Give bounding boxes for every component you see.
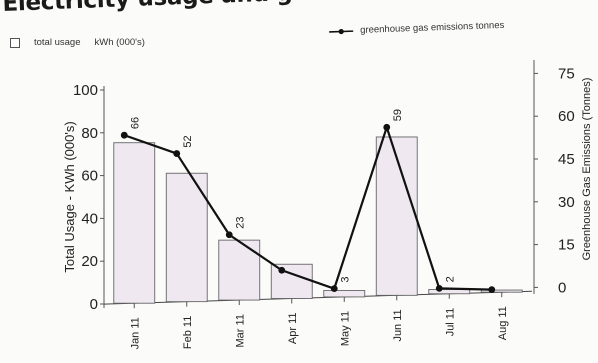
y-tick-label-right: 60 [558, 108, 575, 125]
data-label: 59 [392, 109, 404, 121]
data-label: 2 [444, 276, 456, 282]
line-point [120, 131, 128, 139]
bar-6 [428, 289, 471, 295]
bar-2 [218, 239, 261, 301]
legend-bar-label: total usage [34, 37, 81, 48]
line-point [488, 286, 496, 294]
bar-1 [165, 172, 208, 303]
data-label: 52 [182, 135, 194, 147]
data-label: 23 [234, 216, 246, 228]
line-point [225, 231, 233, 239]
line-point [330, 285, 338, 293]
y-tick-label-right: 15 [558, 237, 575, 254]
x-tick-label: Jun 11 [392, 309, 404, 341]
y-axis-label-left: Total Usage - KWh (000's) [62, 121, 77, 272]
y-tick-label-right: 30 [558, 194, 575, 211]
line-point [173, 150, 181, 157]
bar-0 [113, 142, 156, 304]
legend-line-entry: greenhouse gas emissions tonnes [328, 20, 504, 37]
y-tick-label-left: 40 [81, 210, 98, 227]
legend-bar-swatch [10, 37, 20, 48]
legend-bar-entry: total usage kWh (000's) [10, 37, 145, 48]
y-axis-label-right: Greenhouse Gas Emissions (Tonnes) [581, 78, 593, 261]
line-point [435, 284, 443, 292]
x-tick-label: Feb 11 [182, 316, 194, 349]
x-tick-label: Jan 11 [129, 317, 141, 349]
bar-3 [270, 263, 313, 299]
data-label: 66 [129, 117, 141, 129]
y-tick-label-right: 0 [558, 279, 566, 296]
x-tick-label: Aug 11 [497, 306, 509, 340]
y-tick-label-right: 75 [558, 65, 575, 82]
legend-line-swatch [329, 28, 354, 34]
bar-4 [323, 290, 366, 298]
x-tick-label: Jul 11 [444, 308, 456, 337]
y-tick-label-left: 60 [81, 168, 98, 185]
y-tick-label-left: 20 [81, 253, 98, 270]
data-label: 3 [339, 277, 351, 283]
x-tick-label: May 11 [339, 311, 351, 346]
y-tick-label-left: 0 [90, 296, 98, 313]
legend-bar-unit: kWh (000's) [94, 37, 145, 48]
y-tick-label-left: 100 [73, 82, 98, 99]
x-tick-label: Mar 11 [234, 314, 246, 347]
y-tick-label-right: 45 [558, 151, 575, 168]
x-tick-label: Apr 11 [287, 312, 299, 344]
line-point [278, 266, 286, 274]
line-emissions [123, 126, 492, 291]
line-point [383, 123, 391, 131]
y-tick-label-left: 80 [81, 125, 98, 142]
